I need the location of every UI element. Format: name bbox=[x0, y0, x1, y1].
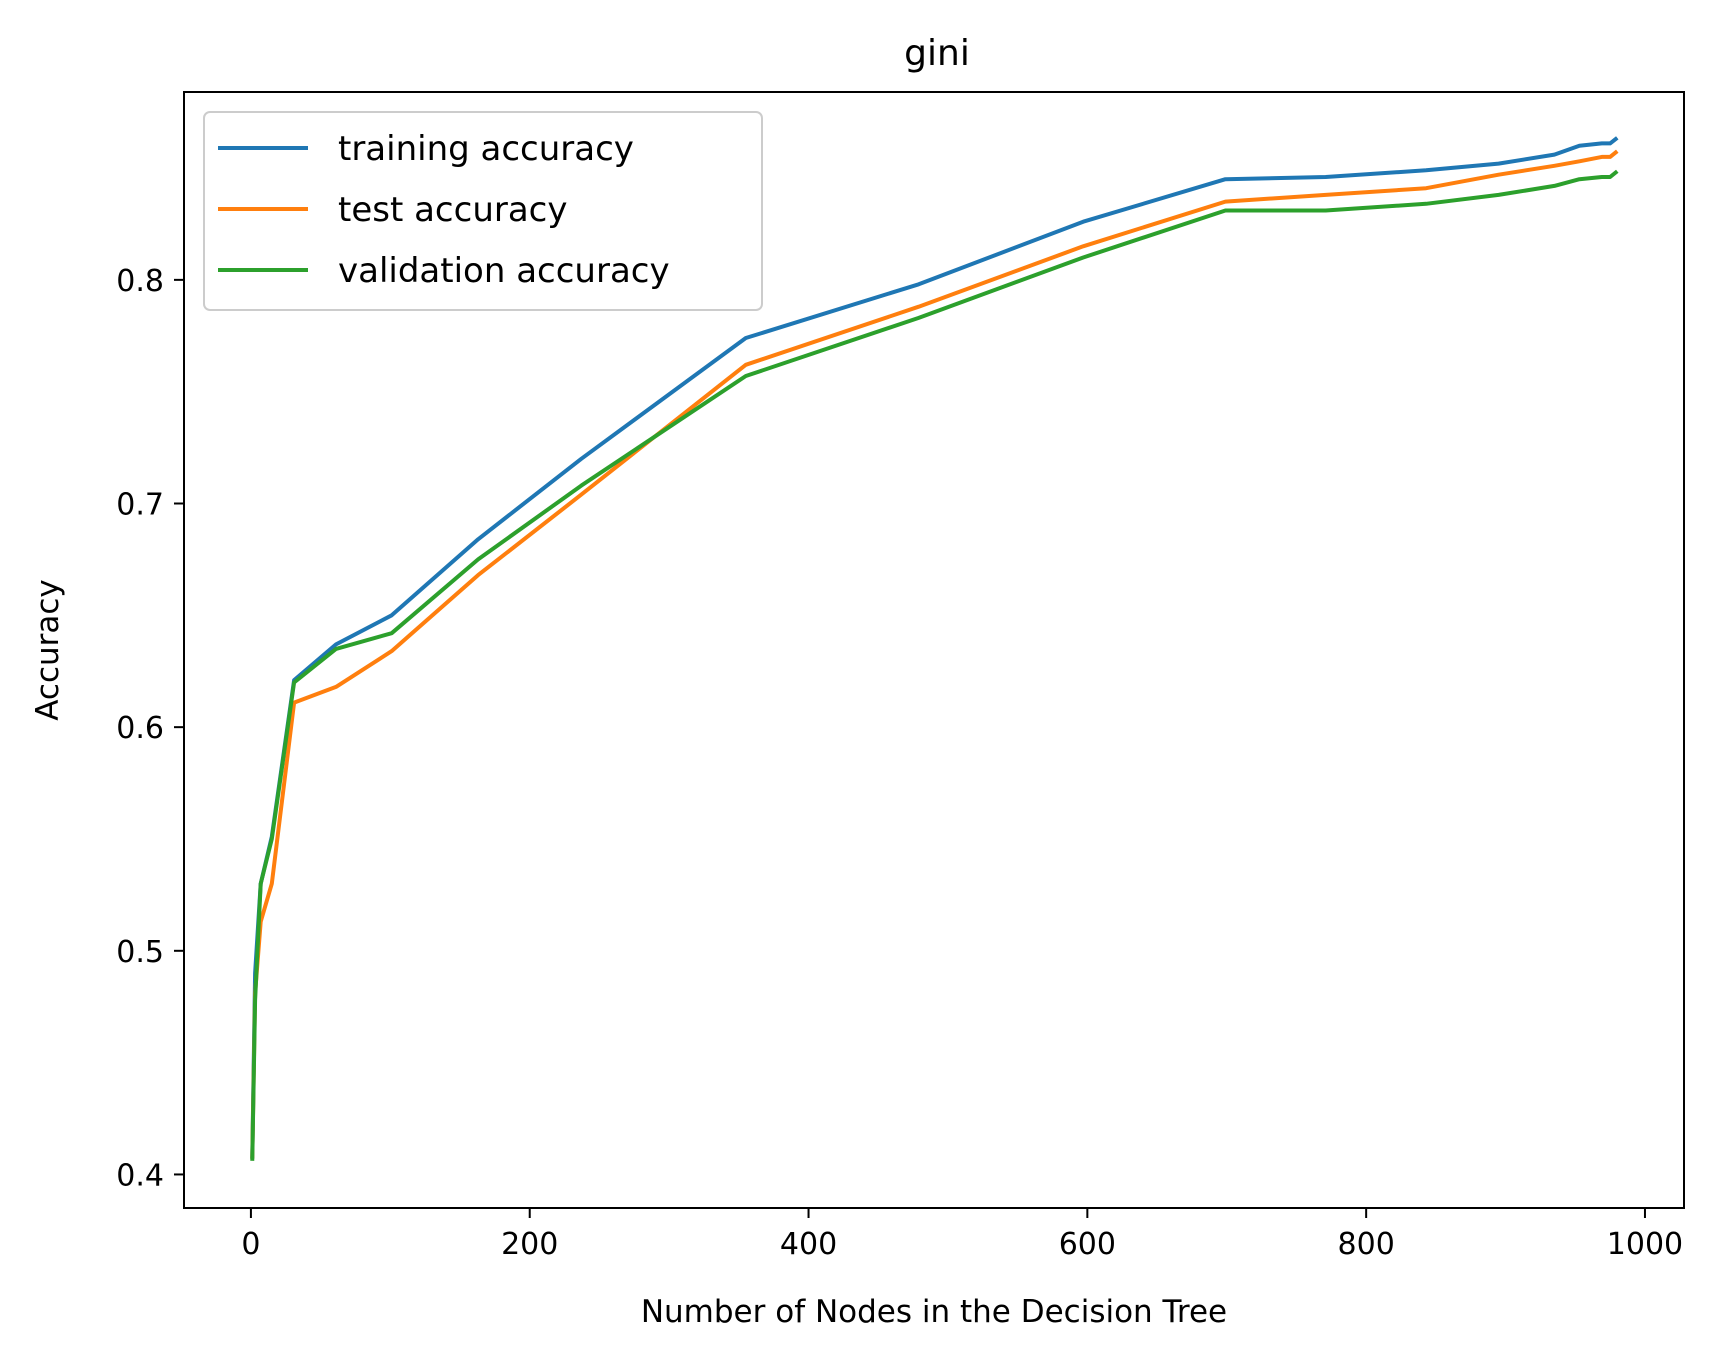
y-tick-label: 0.8 bbox=[116, 264, 164, 299]
x-tick-label: 800 bbox=[1338, 1227, 1395, 1262]
x-tick-label: 0 bbox=[241, 1227, 260, 1262]
legend-label-validation: validation accuracy bbox=[338, 251, 670, 291]
series-line-validation bbox=[250, 169, 1619, 1161]
legend-label-training: training accuracy bbox=[338, 129, 634, 169]
chart-title: gini bbox=[904, 33, 970, 74]
series-line-test bbox=[250, 149, 1619, 1159]
y-tick-label: 0.6 bbox=[116, 711, 164, 746]
x-tick-label: 1000 bbox=[1607, 1227, 1683, 1262]
y-axis: 0.4 0.5 0.6 0.7 0.8 bbox=[116, 264, 184, 1193]
y-tick-label: 0.5 bbox=[116, 935, 164, 970]
x-tick-label: 600 bbox=[1059, 1227, 1116, 1262]
legend-label-test: test accuracy bbox=[338, 190, 568, 230]
legend: training accuracy test accuracy validati… bbox=[203, 111, 763, 311]
y-tick-label: 0.4 bbox=[116, 1158, 164, 1193]
series-layer bbox=[250, 136, 1619, 1161]
y-tick-label: 0.7 bbox=[116, 488, 164, 523]
x-axis-label: Number of Nodes in the Decision Tree bbox=[641, 1294, 1227, 1330]
plot-frame bbox=[183, 91, 1685, 1209]
y-axis-label: Accuracy bbox=[30, 579, 66, 721]
x-tick-label: 200 bbox=[501, 1227, 558, 1262]
legend-box bbox=[203, 111, 763, 311]
x-tick-label: 400 bbox=[780, 1227, 837, 1262]
x-axis: 0 200 400 600 800 1000 bbox=[241, 1208, 1683, 1262]
